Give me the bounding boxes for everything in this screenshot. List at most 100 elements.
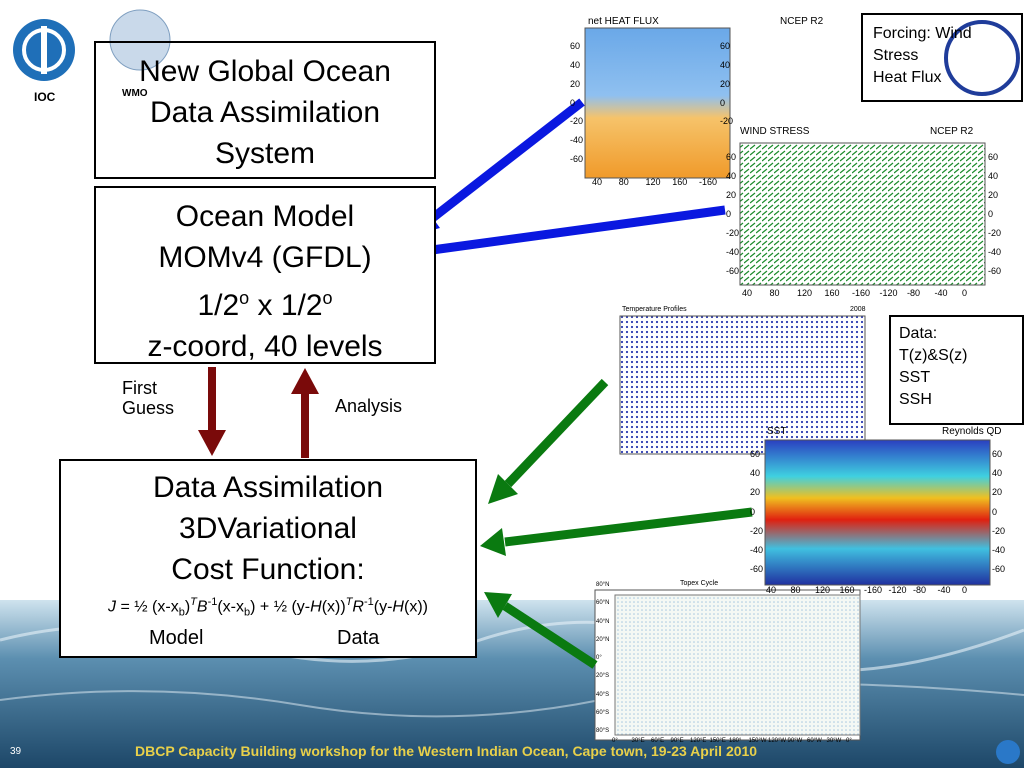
- lon-label: 90°E: [670, 738, 684, 744]
- lat-label-right: -20: [992, 525, 1006, 536]
- lon-label: -40: [937, 585, 951, 595]
- lat-label: -40: [750, 544, 764, 555]
- f: b: [178, 606, 185, 619]
- lon-label: 160: [839, 585, 855, 595]
- lon-label: 40: [742, 288, 753, 298]
- lat-label-right: -20: [720, 116, 734, 127]
- forcing-line: Heat Flux: [873, 69, 942, 86]
- lon-label: 150°E: [709, 738, 726, 744]
- lat-label-right: 60: [988, 152, 999, 162]
- lat-label: -60: [750, 564, 764, 574]
- f: (y-: [373, 598, 393, 616]
- lat-label-right: 0: [992, 506, 998, 517]
- lat-label: 60: [570, 41, 581, 51]
- data-line: T(z)&S(z): [899, 347, 968, 364]
- topex-map: [614, 594, 861, 736]
- heat-flux-map: [584, 27, 731, 179]
- lat-label-right: 40: [992, 468, 1003, 479]
- lon-label: 30°E: [631, 738, 645, 744]
- lon-label: 0: [962, 288, 968, 298]
- lon-label: 80: [618, 177, 629, 187]
- map-source: NCEP R2: [780, 16, 824, 27]
- lat-label: 0: [726, 209, 732, 219]
- lon-label: 80: [769, 288, 780, 298]
- lat-label: -60: [570, 154, 584, 164]
- lat-label-right: 60: [992, 449, 1003, 459]
- lat-label: -20: [570, 116, 584, 127]
- model-line: Ocean Model: [175, 200, 355, 233]
- lat-label: 20°N: [596, 636, 610, 643]
- f: (x)): [321, 598, 346, 616]
- model-box: Ocean Model MOMv4 (GFDL) 1/2o x 1/2o z-c…: [94, 186, 436, 364]
- map-title: Topex Cycle: [680, 580, 719, 587]
- map-title: Temperature Profiles: [622, 306, 687, 313]
- lat-label: 20: [750, 487, 761, 498]
- lat-label-right: 20: [720, 78, 731, 89]
- title-box: New Global Ocean Data Assimilation Syste…: [94, 41, 436, 179]
- lon-label: 160: [824, 288, 840, 298]
- footer-text: DBCP Capacity Building workshop for the …: [135, 743, 758, 759]
- da-line: 3DVariational: [179, 512, 357, 545]
- lon-label: 60°E: [651, 738, 665, 744]
- temperature-profile-map: [619, 315, 866, 455]
- lon-label: 120: [645, 177, 661, 187]
- lon-label: -80: [907, 288, 921, 298]
- lon-label: -120: [888, 585, 907, 595]
- da-box: Data Assimilation 3DVariational Cost Fun…: [59, 459, 477, 658]
- f: b: [244, 606, 251, 619]
- lon-label: 30°W: [826, 738, 842, 744]
- text: 1/2: [197, 289, 240, 322]
- lon-label: -160: [852, 288, 871, 298]
- lat-label: -20: [750, 525, 764, 536]
- model-term: Model: [149, 626, 204, 649]
- lat-label: 60: [726, 152, 737, 162]
- data-box: Data: T(z)&S(z) SST SSH: [889, 315, 1024, 425]
- lon-label: 120°E: [690, 738, 707, 744]
- forcing-box: Forcing: Wind Stress Heat Flux: [861, 13, 1023, 102]
- lon-label: 40: [766, 585, 777, 595]
- lat-label: -60: [726, 266, 740, 276]
- map-title: WIND STRESS: [740, 126, 810, 137]
- forcing-line: Forcing: Wind: [873, 25, 972, 42]
- lat-label: -40: [570, 135, 584, 146]
- text: x 1/2: [249, 289, 323, 322]
- lon-label: -160: [864, 585, 883, 595]
- f: T: [345, 596, 353, 608]
- f: B: [196, 598, 208, 616]
- dbcp-logo: [944, 20, 1020, 96]
- lat-label: 40°N: [596, 618, 610, 625]
- lon-label: 160: [672, 177, 688, 187]
- f: (x)): [403, 598, 428, 616]
- da-line: Data Assimilation: [152, 471, 384, 504]
- forcing-line: Stress: [873, 47, 919, 64]
- cost-formula: J = ½ (x-xb)TB-1(x-xb) + ½ (y-H(x))TR-1(…: [61, 590, 475, 625]
- lon-label: 0: [962, 585, 968, 595]
- lat-label: 40: [726, 171, 737, 181]
- lon-label: 0°: [612, 738, 618, 744]
- lat-label: 40: [570, 59, 581, 70]
- data-line: SST: [899, 369, 931, 386]
- lat-label-right: 20: [988, 190, 999, 200]
- lat-label-right: 0: [988, 209, 994, 219]
- lon-label: 0°: [846, 738, 852, 744]
- f: R: [352, 598, 364, 616]
- map-source: Reynolds QD: [942, 426, 1002, 437]
- lon-label: -120: [879, 288, 898, 298]
- sst-map: [764, 439, 991, 586]
- superscript: o: [322, 288, 333, 308]
- lat-label-right: -40: [988, 247, 1002, 257]
- lat-label-right: -60: [992, 564, 1006, 574]
- map-source: 2008: [850, 306, 866, 313]
- lat-label: 0: [750, 506, 756, 517]
- model-line: z-coord, 40 levels: [147, 330, 383, 363]
- lat-label-right: 40: [720, 59, 731, 70]
- f: J: [108, 598, 117, 616]
- lon-label: 120: [797, 288, 813, 298]
- analysis-label: Analysis: [335, 396, 403, 416]
- f: T: [190, 596, 197, 608]
- lat-label: 60°S: [596, 709, 610, 716]
- wmo-label: WMO: [122, 88, 148, 99]
- lat-label-right: -20: [988, 228, 1002, 238]
- lat-label: 80°S: [596, 728, 610, 734]
